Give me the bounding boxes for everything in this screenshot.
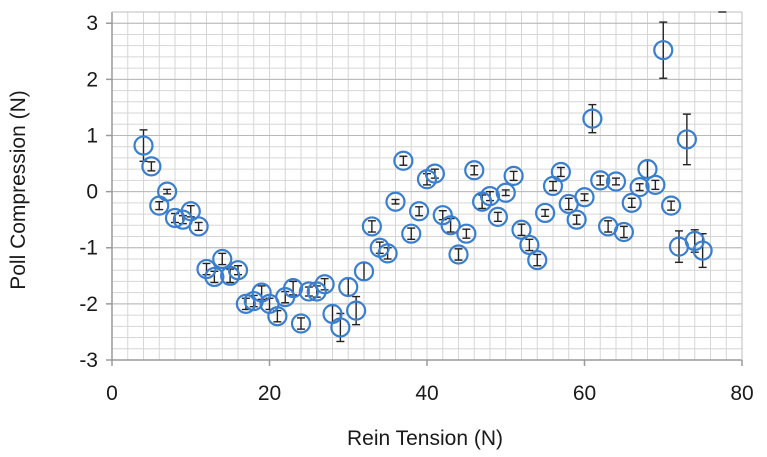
- data-point: [629, 177, 650, 198]
- data-point: [377, 243, 398, 264]
- data-point: [314, 274, 335, 295]
- data-point: [550, 161, 571, 183]
- data-point: [653, 40, 674, 61]
- data-point: [637, 159, 658, 180]
- data-point: [605, 171, 627, 192]
- data-point: [361, 216, 382, 237]
- data-point: [330, 317, 351, 338]
- data-point: [424, 163, 445, 184]
- data-point: [692, 240, 713, 261]
- x-tick-label: 40: [415, 382, 438, 405]
- gridlines: [111, 11, 743, 361]
- data-point: [267, 306, 288, 327]
- y-tick-label: 0: [86, 181, 98, 204]
- data-point: [503, 165, 524, 186]
- data-point: [440, 215, 461, 236]
- data-point: [495, 182, 516, 203]
- data-point: [479, 186, 501, 207]
- data-point: [283, 278, 304, 299]
- data-point: [448, 244, 469, 265]
- data-point: [290, 313, 312, 334]
- data-point: [621, 192, 642, 213]
- data-point: [133, 135, 154, 156]
- data-point: [487, 206, 508, 227]
- y-tick-label: -3: [79, 349, 98, 372]
- data-point: [409, 201, 430, 222]
- x-tick-label: 60: [573, 382, 596, 405]
- tick-labels: -3 -2 -1 0 1 2 3 0 20 40 60 80: [79, 12, 753, 405]
- data-point: [227, 260, 249, 281]
- y-axis-title: Poll Compression (N): [7, 90, 30, 290]
- data-point: [574, 187, 595, 208]
- axes: [106, 11, 743, 366]
- data-point: [590, 170, 611, 191]
- data-point: [385, 191, 406, 212]
- x-tick-label: 0: [106, 382, 118, 405]
- data-point: [188, 216, 209, 237]
- data-point: [661, 195, 682, 216]
- data-point: [212, 248, 233, 270]
- data-point: [566, 209, 587, 230]
- data-point: [582, 108, 603, 129]
- data-point: [393, 150, 414, 171]
- y-tick-label: -2: [79, 293, 98, 316]
- data-point: [464, 160, 485, 181]
- data-point: [456, 223, 477, 244]
- x-tick-label: 20: [258, 382, 281, 405]
- data-point: [527, 249, 548, 271]
- data-point: [338, 276, 359, 298]
- data-point: [676, 129, 697, 150]
- x-tick-label: 80: [730, 382, 753, 405]
- data-point: [401, 223, 422, 244]
- data-point: [645, 174, 666, 195]
- x-axis-title: Rein Tension (N): [347, 427, 503, 450]
- data-point: [141, 156, 162, 177]
- y-tick-label: 3: [86, 12, 98, 35]
- y-tick-label: 2: [86, 68, 98, 91]
- data-point: [157, 181, 178, 202]
- data-point: [353, 261, 375, 282]
- y-tick-label: 1: [86, 124, 98, 147]
- data-point: [346, 300, 367, 321]
- data-markers: [133, 11, 727, 338]
- data-point: [204, 266, 225, 288]
- data-point: [613, 221, 634, 243]
- y-tick-label: -1: [79, 237, 98, 260]
- data-point: [535, 202, 556, 224]
